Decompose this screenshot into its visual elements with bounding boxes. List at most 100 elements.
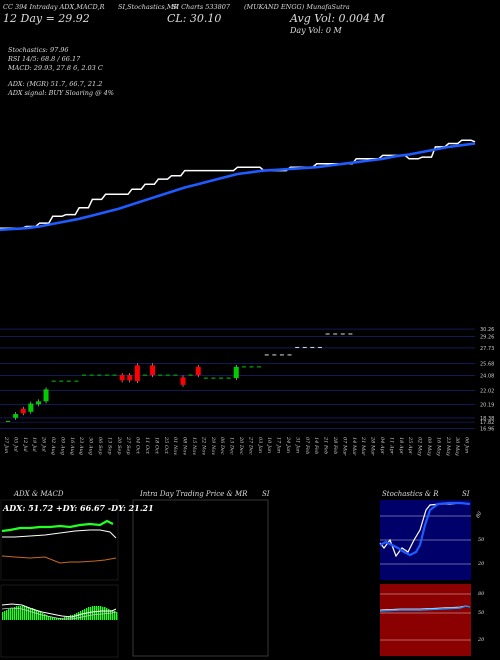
candle-x-label: 02 Aug	[50, 437, 56, 455]
candle-y-tick: 16.96	[480, 427, 494, 433]
rsi-tick-50: 50	[478, 610, 485, 616]
header-ticker-title: SI Charts 533807	[172, 3, 231, 11]
candle-x-label: 06 Jun	[464, 437, 470, 453]
macd-hist-bar	[106, 608, 108, 620]
macd-hist-bar	[54, 618, 56, 620]
candle-x-label: 07 Feb	[304, 437, 310, 454]
candle-y-tick: 24.08	[480, 373, 494, 379]
stoch-tick-20: 20	[478, 561, 485, 567]
macd-hist-bar	[16, 606, 18, 620]
macd-hist-bar	[96, 606, 98, 620]
price-ma-line	[0, 142, 476, 232]
macd-hist-bar	[56, 618, 58, 620]
candle-x-label: 06 Dec	[219, 437, 225, 455]
candle-x-label: 18 Oct	[153, 437, 159, 455]
macd-hist-bar	[94, 606, 96, 620]
macd-hist-bar	[70, 615, 72, 620]
macd-hist-bar	[10, 608, 12, 620]
candle-x-label: 24 Jan	[285, 436, 291, 453]
header-macd: MACD: 29.93, 27.8 6, 2.03 C	[8, 64, 103, 72]
candle-x-label: 29 Nov	[210, 436, 216, 455]
adx-minus-di-line	[1, 555, 117, 564]
header-rsi: RSI 14/5: 68.8 / 66.17	[8, 55, 81, 63]
candle-x-label: 28 Feb	[332, 436, 338, 454]
candle-x-label: 11 Oct	[144, 437, 150, 455]
rsi-line-white	[379, 605, 471, 611]
macd-hist-bar	[44, 614, 46, 620]
candle	[127, 375, 133, 381]
candle-x-label: 20 Dec	[238, 436, 244, 455]
stoch-tick-50: 50	[478, 537, 485, 543]
candle	[233, 366, 239, 379]
header-avg-vol: Avg Vol: 0.004 M	[290, 12, 385, 25]
macd-hist-bar	[104, 607, 106, 620]
macd-hist-bar	[40, 612, 42, 620]
candle-x-label: 14 Mar	[351, 437, 357, 456]
candle-y-tick: 30.26	[480, 327, 494, 333]
macd-hist-bar	[86, 608, 88, 620]
macd-hist-bar	[62, 618, 64, 620]
macd-hist-bar	[66, 617, 68, 620]
candle-x-label: 01 Nov	[172, 437, 178, 455]
macd-hist-bar	[98, 606, 100, 620]
adx-plus-di-line	[1, 519, 114, 533]
macd-hist-bar	[68, 616, 70, 620]
adx-readout: ADX: 51.72 +DY: 66.67 -DY: 21.21	[3, 503, 154, 513]
macd-hist-bar	[26, 607, 28, 620]
rsi-panel-bg	[380, 584, 471, 656]
candlestick-chart: 30.26 29.26 27.73 25.68 24.08 22.02 20.19 18.38…	[0, 327, 494, 456]
header-company-title: (MUKAND ENGG) MunafaSutra	[244, 3, 350, 11]
macd-hist-bar	[60, 618, 62, 620]
macd-hist-bar	[108, 609, 110, 620]
macd-hist-bar	[14, 607, 16, 620]
candle-y-tick: 17.82	[480, 420, 494, 426]
candle	[150, 365, 156, 376]
candle-x-label: 16 May	[435, 437, 441, 456]
macd-line	[1, 603, 117, 618]
candle	[195, 366, 201, 376]
candle-x-label: 18 Apr	[398, 437, 404, 455]
candle-x-label: 30 May	[454, 437, 460, 456]
macd-hist-bar	[74, 614, 76, 620]
macd-hist-bar	[38, 611, 40, 620]
stoch-d-line	[379, 501, 471, 557]
macd-hist-bar	[20, 606, 22, 620]
header-stochastics: Stochastics: 97.96	[8, 46, 69, 54]
candle-x-label: 31 Jan	[294, 437, 300, 453]
candle-x-label: 25 Apr	[407, 436, 413, 455]
macd-hist-bar	[92, 606, 94, 620]
macd-hist-bar	[80, 611, 82, 620]
macd-histogram	[2, 606, 118, 620]
candle-x-label: 06 Sep	[97, 437, 103, 455]
macd-hist-bar	[48, 616, 50, 620]
candle-x-label: 22 Nov	[200, 436, 206, 455]
macd-hist-bar	[28, 607, 30, 620]
candle	[35, 401, 41, 405]
candle	[28, 403, 34, 412]
candle-x-label: 04 Apr	[379, 437, 385, 455]
candle-x-label: 13 Sep	[106, 437, 112, 455]
header-adx-signal: ADX signal: BUY Sloaring @ 4%	[8, 89, 114, 97]
header-left-title: CC 394 Intraday ADX,MACD,R	[3, 3, 105, 11]
header-mid-title: SI,Stochastics,MR	[118, 3, 179, 11]
candle-x-label: 09 May	[426, 437, 432, 456]
macd-hist-bar	[18, 606, 20, 620]
candle-x-label: 13 Dec	[229, 437, 235, 455]
macd-hist-bar	[24, 606, 26, 620]
macd-hist-bar	[46, 615, 48, 620]
macd-panel-frame	[0, 584, 119, 658]
macd-hist-bar	[88, 607, 90, 620]
candle-x-label: 19 Jul	[31, 437, 37, 452]
price-line-chart	[0, 139, 476, 232]
macd-hist-bar	[112, 610, 114, 620]
candle	[13, 414, 19, 418]
macd-hist-bar	[102, 607, 104, 620]
stoch-panel-bg	[380, 500, 471, 580]
candle-y-tick: 22.02	[480, 389, 494, 395]
adx-macd-panel-title: ADX & MACD	[14, 490, 64, 498]
macd-hist-bar	[78, 612, 80, 620]
macd-hist-bar	[50, 617, 52, 620]
candle-y-tick: 27.73	[480, 346, 494, 352]
macd-hist-bar	[52, 617, 54, 620]
macd-signal-line	[1, 607, 117, 620]
